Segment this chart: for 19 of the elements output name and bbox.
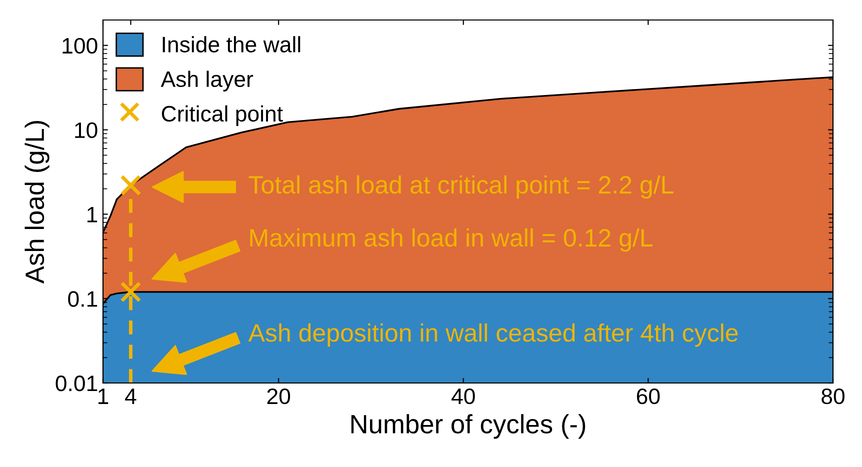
legend-label: Ash layer [160, 70, 254, 92]
x-axis-title: Number of cycles (-) [351, 414, 586, 439]
x-tick-label: 60 [636, 388, 660, 404]
x-tick-label: 1 [98, 388, 108, 404]
y-tick-label: 0.01 [56, 376, 98, 392]
x-tick-label: 80 [822, 388, 844, 404]
x-tick-label: 40 [452, 388, 475, 404]
annotation: Ash deposition in wall ceased after 4th cycle [248, 323, 738, 347]
y-tick-label: 1 [87, 206, 98, 222]
legend-label: Inside the wall [162, 36, 300, 52]
annotation: Total ash load at critical point = 2.2 g/L [248, 175, 674, 199]
y-tick-label: 10 [75, 122, 98, 138]
annotation: Maximum ash load in wall = 0.12 g/L [250, 228, 653, 252]
x-tick-label: 20 [267, 388, 290, 404]
y-tick-label: 0.1 [68, 291, 98, 307]
y-tick-label: 100 [62, 38, 98, 54]
legend-label: Critical point [162, 105, 283, 126]
y-axis-title: Ash load (g/L) [24, 120, 50, 284]
x-tick-label: 4 [125, 388, 136, 404]
